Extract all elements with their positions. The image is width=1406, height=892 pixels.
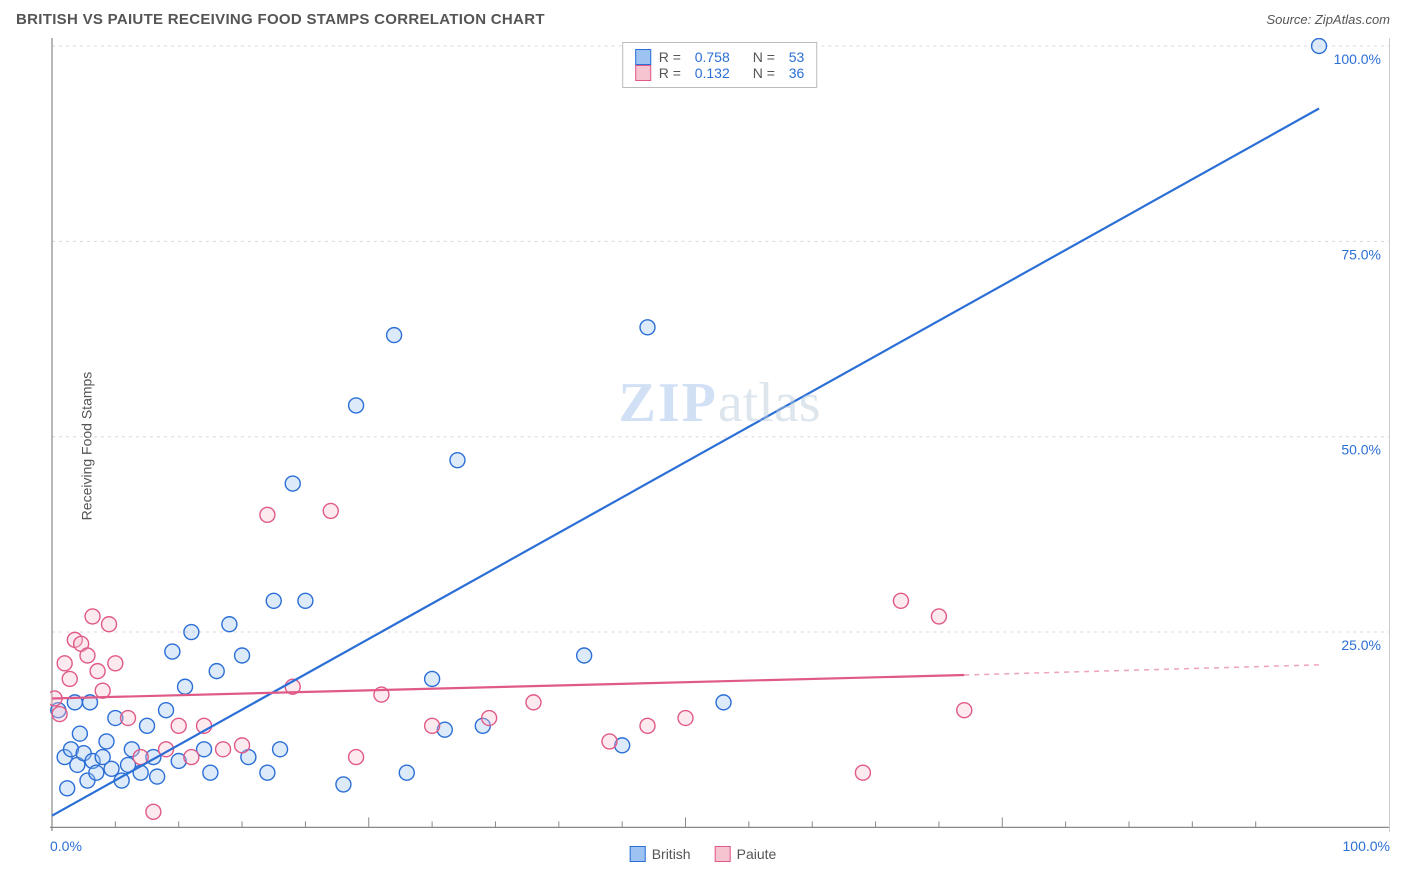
legend-item-paiute: Paiute bbox=[715, 846, 777, 862]
r-value-british: 0.758 bbox=[695, 49, 745, 65]
swatch-paiute-icon bbox=[715, 846, 731, 862]
chart-header: BRITISH VS PAIUTE RECEIVING FOOD STAMPS … bbox=[0, 0, 1406, 38]
stats-row-british: R = 0.758 N = 53 bbox=[635, 49, 805, 65]
svg-text:50.0%: 50.0% bbox=[1341, 442, 1381, 458]
legend-item-british: British bbox=[630, 846, 691, 862]
x-axis-min-label: 0.0% bbox=[50, 838, 82, 854]
swatch-british bbox=[635, 49, 651, 65]
scatter-plot-svg: 25.0% 50.0% 75.0% 100.0% bbox=[50, 38, 1389, 831]
legend-label-british: British bbox=[652, 846, 691, 862]
svg-text:25.0%: 25.0% bbox=[1341, 637, 1381, 653]
n-label: N = bbox=[753, 65, 781, 81]
r-label: R = bbox=[659, 49, 687, 65]
stats-row-paiute: R = 0.132 N = 36 bbox=[635, 65, 805, 81]
chart-title: BRITISH VS PAIUTE RECEIVING FOOD STAMPS … bbox=[16, 11, 545, 28]
x-axis-max-label: 100.0% bbox=[1343, 838, 1390, 854]
svg-text:75.0%: 75.0% bbox=[1341, 246, 1381, 262]
r-value-paiute: 0.132 bbox=[695, 65, 745, 81]
swatch-british-icon bbox=[630, 846, 646, 862]
n-value-paiute: 36 bbox=[789, 65, 805, 81]
n-label: N = bbox=[753, 49, 781, 65]
chart-plot-area: 25.0%50.0%75.0%100.0% ZIPatlas R = 0.758… bbox=[50, 38, 1390, 832]
series-legend: British Paiute bbox=[630, 846, 777, 862]
svg-text:100.0%: 100.0% bbox=[1334, 51, 1381, 67]
chart-source: Source: ZipAtlas.com bbox=[1266, 12, 1390, 27]
swatch-paiute bbox=[635, 65, 651, 81]
r-label: R = bbox=[659, 65, 687, 81]
n-value-british: 53 bbox=[789, 49, 805, 65]
legend-label-paiute: Paiute bbox=[737, 846, 777, 862]
stats-legend: R = 0.758 N = 53 R = 0.132 N = 36 bbox=[622, 42, 818, 88]
